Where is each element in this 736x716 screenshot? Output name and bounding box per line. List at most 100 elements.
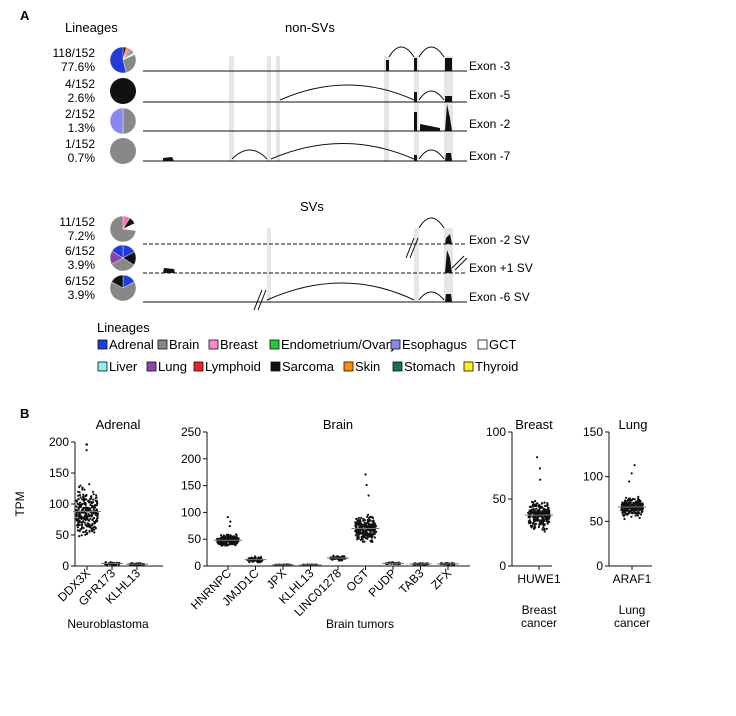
data-point	[87, 519, 91, 522]
data-point	[533, 504, 537, 508]
data-point	[530, 508, 533, 511]
data-point	[253, 556, 256, 559]
data-point	[86, 507, 89, 511]
y-tick-label: 200	[181, 452, 201, 466]
legend-label: Breast	[220, 337, 258, 352]
data-point	[258, 561, 262, 564]
sv-title: SVs	[300, 199, 324, 214]
data-point	[623, 517, 626, 521]
data-point	[527, 520, 531, 524]
legend-swatch	[390, 339, 401, 350]
legend-swatch	[343, 361, 354, 372]
y-tick-label: 50	[590, 514, 604, 528]
data-point	[75, 499, 78, 502]
data-point	[94, 512, 97, 515]
data-point	[233, 541, 236, 544]
data-point	[545, 510, 548, 513]
row-count: 118/152	[53, 46, 96, 60]
data-point	[363, 524, 366, 527]
data-point	[225, 544, 228, 547]
data-point	[90, 500, 93, 503]
data-point	[221, 544, 224, 547]
data-point	[636, 508, 639, 511]
data-point	[355, 529, 359, 533]
data-point	[637, 495, 640, 498]
legend-swatch	[463, 361, 474, 372]
data-point	[89, 525, 92, 529]
data-point	[78, 491, 81, 494]
data-point	[548, 520, 551, 524]
data-point	[529, 521, 532, 524]
data-point	[362, 535, 365, 538]
data-point	[627, 497, 630, 500]
data-point	[362, 530, 365, 533]
row-percent: 7.2%	[68, 229, 96, 243]
data-point	[75, 514, 78, 517]
data-point	[81, 486, 84, 489]
data-point	[633, 502, 636, 505]
data-point	[623, 499, 627, 502]
data-point	[541, 510, 544, 513]
beeswarm-ARAF1	[620, 464, 645, 521]
data-point	[251, 560, 254, 563]
data-point	[84, 515, 87, 519]
data-point	[371, 520, 374, 523]
data-point	[629, 501, 632, 504]
data-point	[625, 496, 628, 499]
legend-swatch	[269, 339, 280, 350]
data-point	[370, 515, 373, 519]
data-point	[87, 500, 90, 503]
data-point	[547, 518, 550, 521]
data-point	[636, 502, 639, 505]
data-point	[529, 512, 533, 515]
data-point	[82, 495, 85, 498]
data-point	[633, 464, 636, 467]
pie-slice	[111, 274, 124, 289]
lineage-pie	[110, 138, 136, 164]
data-point	[534, 522, 538, 526]
data-point	[547, 509, 550, 512]
data-point	[545, 527, 548, 531]
data-point	[78, 535, 81, 538]
y-tick-label: 0	[499, 559, 506, 573]
data-point	[80, 526, 84, 529]
data-point	[369, 525, 372, 528]
data-point	[81, 523, 84, 527]
data-point	[89, 507, 92, 511]
data-point	[640, 511, 643, 514]
data-point	[368, 518, 371, 521]
data-point	[547, 516, 550, 519]
data-point	[375, 530, 378, 534]
y-tick-label: 100	[486, 425, 506, 439]
data-point	[356, 518, 359, 522]
data-point	[78, 493, 81, 497]
data-point	[78, 501, 82, 504]
data-point	[537, 515, 540, 518]
data-point	[89, 517, 92, 520]
data-point	[85, 449, 88, 452]
legend-label: Sarcoma	[282, 359, 335, 374]
data-point	[621, 510, 625, 513]
data-point	[640, 513, 643, 516]
data-point	[547, 506, 550, 509]
data-point	[85, 506, 88, 509]
data-point	[532, 527, 536, 531]
data-point	[540, 502, 544, 505]
data-point	[363, 540, 366, 543]
data-point	[84, 503, 87, 506]
data-point	[356, 531, 359, 534]
legend-label: Skin	[355, 359, 380, 374]
chart-title: Lung	[619, 417, 648, 432]
data-point	[81, 498, 84, 501]
legend-swatch	[97, 339, 108, 350]
data-point	[361, 540, 364, 543]
data-point	[228, 535, 231, 539]
data-point	[544, 512, 548, 515]
row-count: 1/152	[65, 137, 95, 151]
data-point	[372, 528, 375, 532]
data-point	[542, 518, 545, 521]
data-point	[366, 513, 370, 517]
data-point	[90, 512, 94, 515]
exon-label: Exon -7	[469, 149, 511, 163]
data-point	[543, 508, 546, 511]
